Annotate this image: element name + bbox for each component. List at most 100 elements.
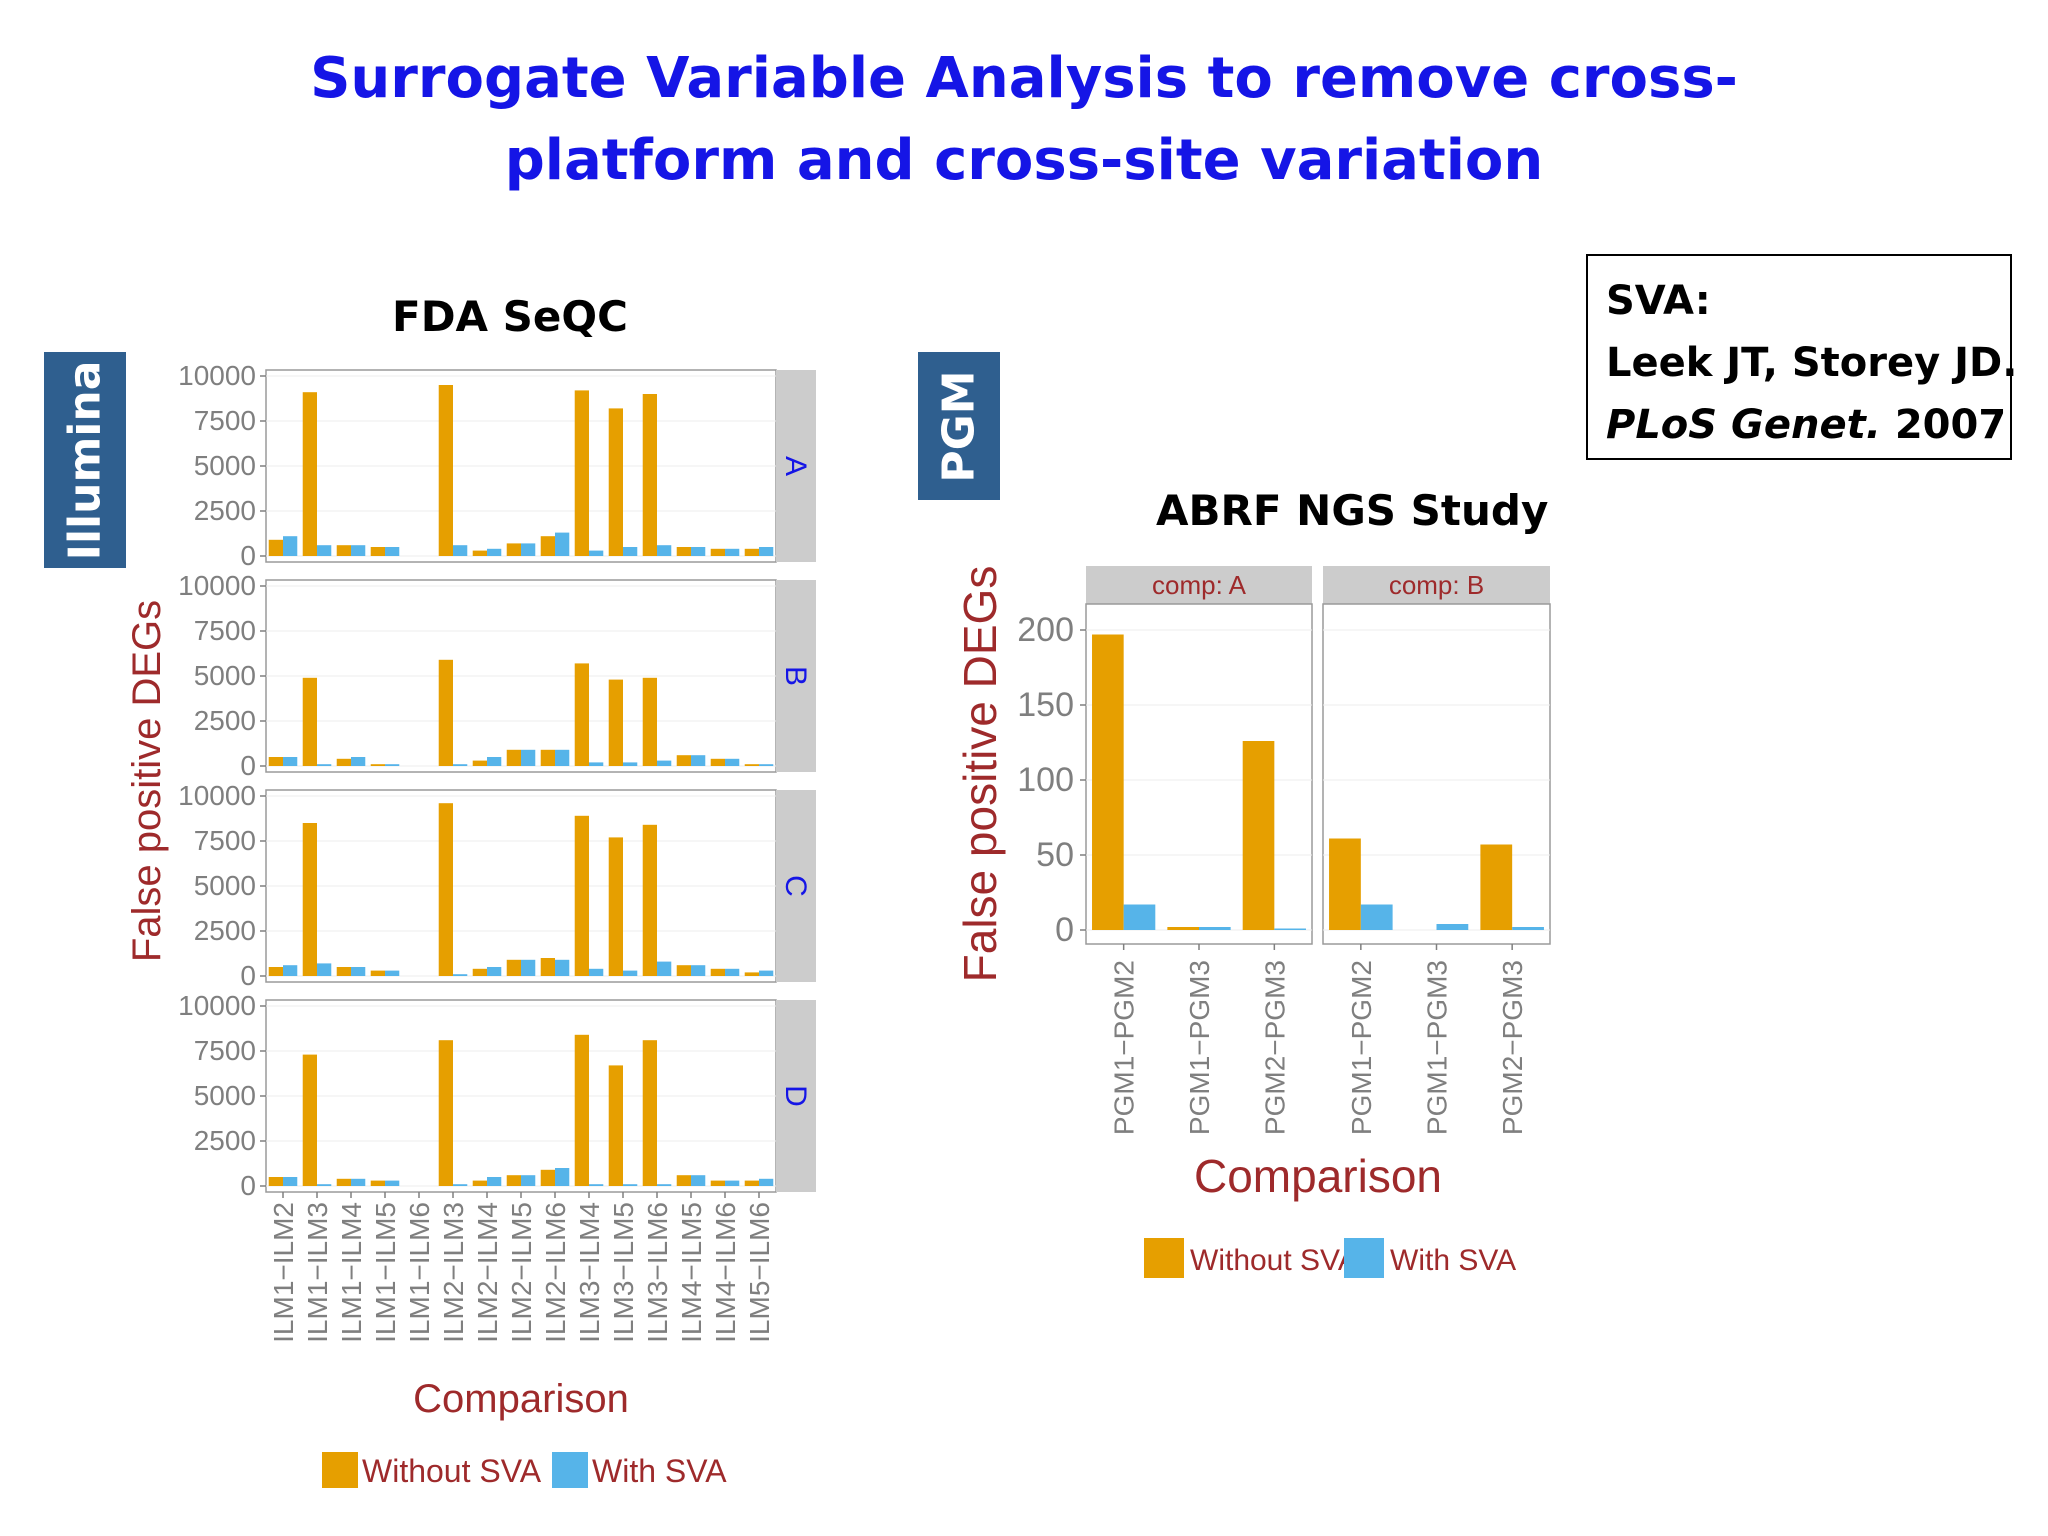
y-tick-label: 200 xyxy=(1017,611,1074,649)
bar-with-sva xyxy=(623,762,638,766)
bar-with-sva xyxy=(691,965,706,976)
bar-without-sva xyxy=(268,1177,283,1186)
bar-without-sva xyxy=(472,550,487,556)
x-tick-label: ILM4−ILM6 xyxy=(710,1202,741,1343)
bar-with-sva xyxy=(351,1178,366,1186)
legend-label-with-left: With SVA xyxy=(592,1453,727,1489)
bar-with-sva xyxy=(385,547,400,556)
bar-without-sva xyxy=(710,968,725,976)
bar-without-sva xyxy=(506,543,521,556)
y-tick-label: 10000 xyxy=(178,570,256,601)
bar-without-sva xyxy=(370,970,385,976)
bar-without-sva xyxy=(506,749,521,766)
y-axis-title-right: False positive DEGs xyxy=(954,566,1006,983)
x-tick-label: ILM2−ILM4 xyxy=(472,1202,503,1343)
bar-with-sva xyxy=(453,974,468,976)
bar-without-sva xyxy=(540,749,555,766)
bar-with-sva xyxy=(1274,928,1306,930)
y-tick-label: 2500 xyxy=(194,705,256,736)
bar-with-sva xyxy=(453,764,468,766)
bar-with-sva xyxy=(759,970,774,976)
bar-without-sva xyxy=(574,390,589,556)
x-tick-label: ILM3−ILM6 xyxy=(642,1202,673,1343)
slide-title: Surrogate Variable Analysis to remove cr… xyxy=(0,38,2048,202)
bar-with-sva xyxy=(657,1184,672,1186)
bar-without-sva xyxy=(744,972,759,976)
bar-with-sva xyxy=(453,545,468,556)
x-tick-label: ILM5−ILM6 xyxy=(744,1202,775,1343)
x-axis-title-left: Comparison xyxy=(413,1377,629,1421)
bar-without-sva xyxy=(370,764,385,766)
bar-without-sva xyxy=(438,803,453,976)
bar-without-sva xyxy=(268,539,283,556)
bar-without-sva xyxy=(676,547,691,556)
y-tick-label: 0 xyxy=(240,540,256,571)
slide-title-line2: platform and cross-site variation xyxy=(504,128,1544,193)
bar-without-sva xyxy=(302,392,317,556)
x-tick-label: ILM3−ILM4 xyxy=(574,1202,605,1343)
bar-with-sva xyxy=(385,970,400,976)
bar-without-sva xyxy=(370,1180,385,1186)
bar-without-sva xyxy=(676,1175,691,1186)
x-tick-label: ILM4−ILM5 xyxy=(676,1202,707,1343)
bar-with-sva xyxy=(1436,924,1469,930)
bar-without-sva xyxy=(642,394,657,556)
bar-with-sva xyxy=(691,1175,706,1186)
x-tick-label: ILM1−ILM5 xyxy=(370,1202,401,1343)
bar-with-sva xyxy=(725,1180,740,1186)
bar-without-sva xyxy=(710,1180,725,1186)
bar-without-sva xyxy=(302,823,317,976)
bar-with-sva xyxy=(589,762,604,766)
y-tick-label: 50 xyxy=(1036,836,1074,874)
bar-without-sva xyxy=(574,1034,589,1186)
bar-without-sva xyxy=(268,967,283,976)
bar-with-sva xyxy=(759,547,774,556)
bar-with-sva xyxy=(283,1177,298,1186)
reference-line1: SVA: xyxy=(1606,278,1711,324)
bar-without-sva xyxy=(1167,927,1199,930)
bar-without-sva xyxy=(472,968,487,976)
y-tick-label: 5000 xyxy=(194,450,256,481)
bar-with-sva xyxy=(521,749,536,766)
y-tick-label: 0 xyxy=(240,1170,256,1201)
y-tick-label: 7500 xyxy=(194,615,256,646)
bar-with-sva xyxy=(657,961,672,976)
slide-title-line1: Surrogate Variable Analysis to remove cr… xyxy=(310,46,1738,111)
bar-without-sva xyxy=(1480,844,1513,930)
pgm-tag: PGM xyxy=(918,352,1000,500)
x-tick-label: PGM2−PGM3 xyxy=(1259,960,1290,1135)
y-tick-label: 7500 xyxy=(194,1035,256,1066)
bar-with-sva xyxy=(317,963,332,976)
y-tick-label: 2500 xyxy=(194,495,256,526)
bar-without-sva xyxy=(574,815,589,976)
bar-without-sva xyxy=(608,408,623,556)
y-tick-label: 10000 xyxy=(178,990,256,1021)
bar-with-sva xyxy=(623,547,638,556)
bar-without-sva xyxy=(336,1178,351,1186)
bar-without-sva xyxy=(438,385,453,556)
facet-strip-comp-a xyxy=(1086,566,1312,604)
bar-without-sva xyxy=(302,677,317,766)
bar-with-sva xyxy=(351,967,366,976)
bar-with-sva xyxy=(657,760,672,766)
bar-without-sva xyxy=(608,1065,623,1186)
y-tick-label: 0 xyxy=(1055,911,1074,949)
x-tick-label: ILM3−ILM5 xyxy=(608,1202,639,1343)
x-tick-label: PGM1−PGM3 xyxy=(1422,960,1453,1135)
facet-label-A: A xyxy=(779,456,812,476)
y-tick-label: 2500 xyxy=(194,1125,256,1156)
reference-journal: PLoS Genet. xyxy=(1606,402,1881,448)
bar-with-sva xyxy=(555,749,570,766)
bar-with-sva xyxy=(317,545,332,556)
bar-without-sva xyxy=(608,837,623,976)
reference-year: 2007 xyxy=(1880,402,2007,448)
bar-without-sva xyxy=(1242,741,1275,930)
bar-with-sva xyxy=(555,959,570,976)
bar-with-sva xyxy=(487,967,502,976)
bar-with-sva xyxy=(725,548,740,556)
y-tick-label: 5000 xyxy=(194,660,256,691)
x-tick-label: PGM1−PGM3 xyxy=(1184,960,1215,1135)
y-tick-label: 7500 xyxy=(194,405,256,436)
bar-without-sva xyxy=(642,1040,657,1186)
